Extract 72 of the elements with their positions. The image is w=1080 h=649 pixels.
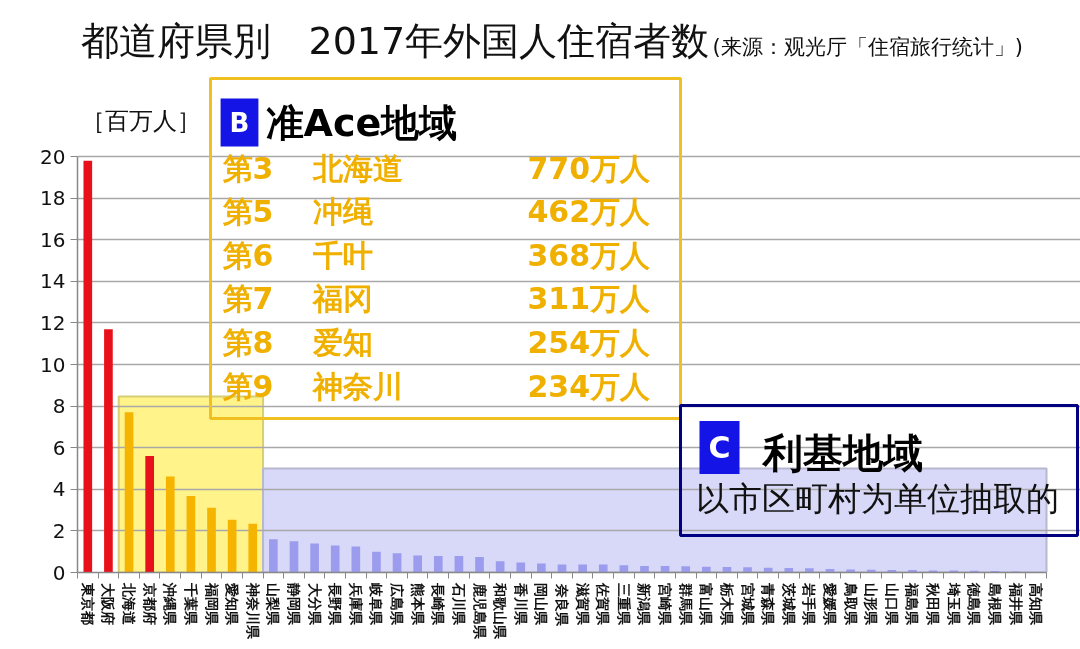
x-tick-label: 福岡県	[203, 582, 220, 627]
x-tick-label: 茨城県	[780, 582, 797, 627]
x-tick-label: 愛媛県	[822, 583, 839, 627]
x-tick-label: 鳥取県	[842, 582, 859, 627]
x-tick-label: 石川県	[450, 582, 467, 627]
y-tick-label: 10	[40, 352, 66, 377]
x-tick-label: 広島県	[389, 582, 406, 627]
y-tick-label: 14	[40, 269, 66, 294]
y-tick-label: 0	[52, 560, 66, 585]
x-tick-label: 秋田県	[925, 582, 942, 627]
text: 第9 神奈川 234万人	[222, 369, 651, 404]
x-tick-label: 富山県	[698, 583, 715, 627]
band-label: 利基地域	[760, 429, 923, 476]
y-tick-label: 18	[40, 186, 66, 211]
x-tick-label: 山形県	[863, 583, 880, 627]
y-tick-label: 4	[52, 477, 66, 502]
y-tick-label: 20	[40, 144, 66, 169]
x-tick-label: 神奈川県	[244, 582, 261, 641]
x-tick-label: 山口県	[883, 583, 900, 627]
y-axis-title: ［百万人］	[80, 106, 201, 135]
text: 第7 福冈 311万人	[222, 281, 651, 316]
x-tick-label: 島根県	[986, 583, 1003, 627]
chart-title: 都道府県別 2017年外国人住宿者数	[80, 18, 710, 63]
x-tick-label: 熊本県	[409, 583, 426, 627]
x-tick-label: 滋賀県	[574, 582, 591, 627]
text: (来源：观光厅「住宿旅行统计」)	[712, 34, 1023, 59]
x-tick-label: 宮城県	[739, 583, 756, 627]
y-tick-label: 8	[52, 394, 66, 419]
annotation: 以市区町村为单位抽取的	[695, 479, 1059, 518]
x-tick-label: 群馬県	[677, 582, 694, 627]
x-tick-label: 千葉県	[182, 582, 199, 627]
x-tick-label: 京都府	[141, 582, 158, 626]
y-tick-label: 12	[40, 310, 66, 335]
x-tick-label: 高知県	[1028, 583, 1045, 627]
y-tick-label: 2	[52, 518, 66, 543]
text: 第3 北海道 770万人	[222, 151, 651, 186]
x-tick-label: 三重県	[615, 583, 632, 627]
x-tick-label: 和歌山県	[492, 582, 509, 641]
text: 第8 爱知 254万人	[222, 325, 651, 360]
x-tick-label: 福井県	[1007, 582, 1024, 627]
x-tick-label: 佐賀県	[595, 582, 612, 627]
x-tick-label: 奈良県	[554, 582, 570, 627]
x-tick-label: 岐阜県	[368, 583, 385, 627]
x-tick-label: 大阪府	[100, 583, 117, 626]
text: 第5 冲绳 462万人	[222, 194, 651, 229]
x-tick-label: 岩手県	[801, 582, 818, 627]
x-tick-label: 沖縄県	[162, 582, 179, 627]
x-tick-label: 大分県	[306, 583, 323, 627]
x-tick-label: 北海道	[121, 582, 138, 627]
x-tick-label: 長崎県	[430, 582, 447, 627]
x-tick-label: 栃木県	[718, 582, 735, 627]
text: 第6 千叶 368万人	[222, 238, 651, 273]
x-tick-label: 山梨県	[265, 583, 282, 627]
x-tick-label: 長野県	[327, 582, 344, 627]
text: 准Ace地域	[265, 100, 458, 145]
text: B	[229, 107, 250, 138]
y-tick-label: 6	[52, 435, 66, 460]
x-tick-label: 静岡県	[285, 582, 302, 627]
x-tick-label: 新潟県	[636, 582, 653, 627]
x-tick-label: 宮崎県	[657, 583, 674, 627]
x-tick-label: 青森県	[760, 582, 777, 627]
y-tick-label: 16	[40, 227, 66, 252]
x-tick-label: 兵庫県	[347, 582, 364, 627]
x-tick-label: 岡山県	[533, 583, 550, 627]
x-tick-label: 東京都	[79, 582, 96, 626]
x-tick-label: 徳島県	[966, 582, 983, 627]
annotation: C	[708, 430, 731, 465]
x-tick-label: 埼玉県	[945, 582, 962, 627]
x-tick-label: 福島県	[904, 582, 921, 627]
x-tick-label: 鹿児島県	[471, 582, 488, 641]
x-tick-label: 愛知県	[224, 583, 241, 627]
x-tick-label: 香川県	[512, 582, 529, 627]
